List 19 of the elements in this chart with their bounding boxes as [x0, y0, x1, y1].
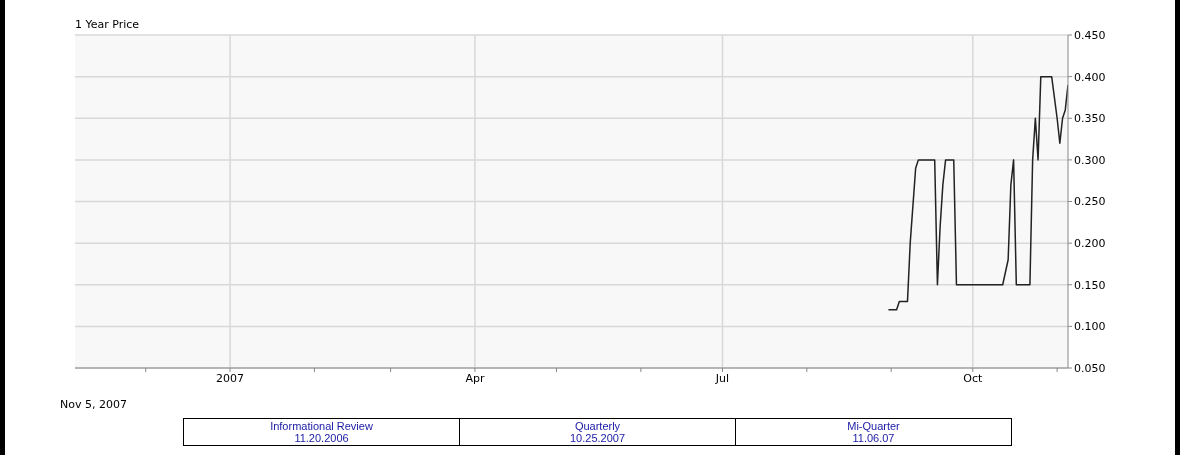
line-series: [887, 75, 1068, 311]
text: Nov 5, 2007: [60, 398, 127, 411]
y-tick-label: 0.200: [1074, 237, 1106, 251]
y-tick-label: 0.050: [1074, 361, 1106, 375]
text: Quarterly 10.25.2007: [459, 419, 735, 445]
chart-title: 1 Year Price: [75, 18, 140, 31]
y-tick-label: 0.350: [1074, 112, 1106, 126]
y-tick-label: 0.400: [1074, 70, 1106, 84]
y-tick-label: 0.450: [1074, 28, 1106, 42]
y-tick-label: 0.300: [1074, 153, 1106, 167]
x-tick-label: 2007: [216, 371, 245, 385]
y-tick-label: 0.150: [1074, 278, 1106, 292]
x-tick-label: Oct: [963, 371, 983, 385]
x-tick-label: Jul: [714, 371, 730, 385]
y-tick-label: 0.100: [1074, 320, 1106, 334]
text: Mi-Quarter 11.06.07: [735, 419, 1011, 445]
x-tick-label: Apr: [465, 371, 485, 385]
y-tick-label: 0.250: [1074, 195, 1106, 209]
text: Informational Review 11.20.2006: [269, 419, 374, 445]
